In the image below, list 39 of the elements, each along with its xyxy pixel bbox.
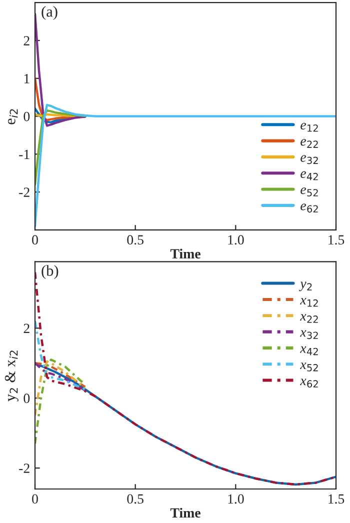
legend-label: e$_{42}$ [300,171,318,180]
y-tick-label: -2 [19,464,30,473]
legend-label: y$_{2}$ [299,282,312,292]
y-tick-label: 0 [24,112,30,122]
x-tick-label: 0.5 [127,235,144,245]
legend-label: x$_{22}$ [300,314,318,323]
line-series [35,104,336,228]
x-tick-label: 0.5 [127,494,144,504]
legend-label: e$_{12}$ [300,122,318,132]
y-axis-title: y$_{2}$ & x$_{i2}$ [4,350,18,402]
y-tick-label: 0 [24,394,30,404]
legend-label: e$_{32}$ [300,155,318,164]
legend-label: e$_{52}$ [300,187,318,196]
annotation: (a) [42,6,58,20]
legend-label: e$_{22}$ [300,139,318,148]
x-axis-title: Time [170,248,200,259]
y-tick-label: -1 [19,150,30,159]
x-tick-label: 0 [32,494,38,504]
y-tick-label: -2 [19,188,30,197]
y-tick-label: 2 [24,36,30,46]
line-series [35,109,86,186]
legend-label: x$_{12}$ [300,298,318,307]
y-axis-title: e$_{i2}$ [8,109,18,124]
x-tick-label: 0 [32,235,38,245]
x-tick-label: 1.0 [228,494,244,504]
y-tick-label: 2 [24,324,30,333]
legend-label: x$_{32}$ [300,330,318,340]
line-series [35,320,86,390]
legend-label: x$_{42}$ [300,346,318,356]
y-tick-label: 1 [24,74,30,84]
x-tick-label: 1.5 [328,494,344,504]
x-tick-label: 1.5 [328,235,344,245]
annotation: (b) [42,265,58,279]
legend-label: e$_{62}$ [300,204,318,213]
x-tick-label: 1.0 [228,235,244,245]
x-axis-title: Time [170,508,200,518]
legend-label: x$_{52}$ [300,362,318,372]
line-series [35,360,86,417]
legend-label: x$_{62}$ [300,378,318,388]
